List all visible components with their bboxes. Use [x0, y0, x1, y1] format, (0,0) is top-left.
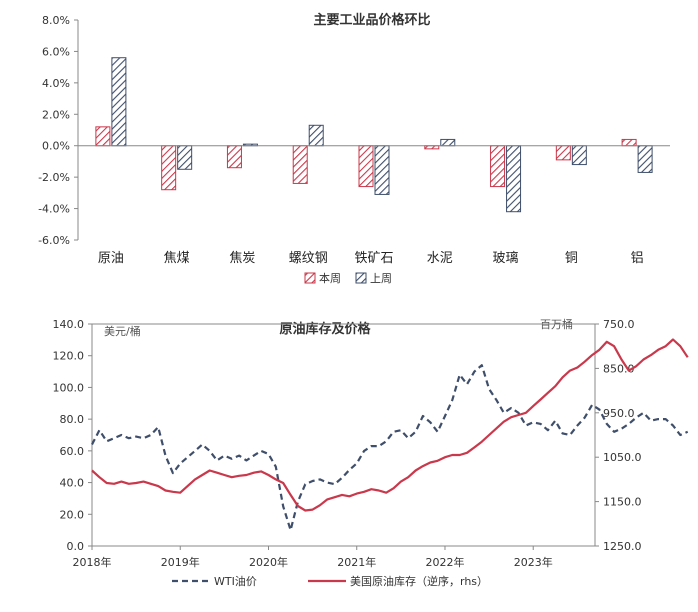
bar-legend: 本周 上周: [304, 271, 392, 285]
bar-this-week: [226, 145, 242, 169]
line-chart-title: 原油库存及价格: [279, 321, 371, 337]
legend-swatch-this-week: [304, 272, 316, 284]
bar-last-week: [637, 145, 653, 173]
left-y-tick-label: 0.0: [67, 540, 85, 553]
legend-item-last-week: 上周: [355, 272, 392, 285]
bar-category-label: 玻璃: [493, 251, 519, 266]
bar-y-axis: -6.0% -4.0% -2.0% 0.0% 2.0% 4.0% 6.0% 8.0%: [38, 14, 78, 247]
left-y-tick-label: 140.0: [53, 318, 85, 331]
legend-item-wti: WTI油价: [172, 574, 257, 588]
legend-item-inventory: 美国原油库存（逆序，rhs）: [308, 574, 488, 588]
bar-y-tick-label: 4.0%: [42, 77, 70, 90]
bar-this-week: [555, 145, 571, 161]
bar-category-label: 铝: [631, 251, 644, 266]
bar-y-tick-label: -2.0%: [38, 171, 70, 184]
left-y-tick-label: 20.0: [60, 508, 85, 521]
legend-label-inventory: 美国原油库存（逆序，rhs）: [350, 574, 488, 588]
bar-y-tick-label: 2.0%: [42, 108, 70, 121]
bar-category-label: 原油: [98, 251, 124, 266]
bar-this-week: [292, 145, 308, 184]
bar-this-week: [490, 145, 506, 188]
bar-this-week: [358, 145, 374, 188]
bar-category-label: 铜: [565, 251, 578, 266]
bar-category-label: 铁矿石: [354, 251, 393, 266]
right-y-tick-label: 1150.0: [603, 496, 642, 509]
legend-label-last-week: 上周: [370, 272, 392, 285]
line-x-tick-label: 2022年: [425, 555, 464, 569]
line-chart: 原油库存及价格 美元/桶 百万桶 0.020.040.060.080.0100.…: [53, 317, 689, 588]
legend-item-this-week: 本周: [304, 271, 341, 285]
bar-last-week: [177, 145, 193, 170]
bar-last-week: [440, 138, 456, 147]
left-y-tick-label: 100.0: [53, 381, 85, 394]
bar-y-tick-label: -4.0%: [38, 203, 70, 216]
bar-this-week: [161, 145, 177, 191]
left-y-axis: 0.0 20.0 40.0 60.0 80.0 100.0 120.0 140.0: [53, 318, 92, 553]
legend-swatch-last-week: [355, 272, 367, 284]
line-x-tick-label: 2021年: [337, 555, 376, 569]
line-x-axis: 2018年 2019年 2020年 2021年 2022年 2023年: [73, 546, 553, 569]
left-y-tick-label: 80.0: [60, 413, 85, 426]
legend-label-this-week: 本周: [319, 271, 341, 285]
bar-category-label: 焦炭: [229, 251, 255, 266]
right-y-tick-label: 750.0: [603, 318, 635, 331]
line-series: [91, 338, 689, 532]
left-axis-unit: 美元/桶: [104, 324, 141, 338]
bar-x-axis: 原油 焦煤 焦炭 螺纹钢 铁矿石 水泥 玻璃 铜 铝: [98, 251, 644, 266]
bar-y-tick-label: 0.0%: [42, 140, 70, 153]
bar-last-week: [571, 145, 587, 166]
bar-series: [95, 57, 653, 213]
bar-chart-title: 主要工业品价格环比: [313, 12, 430, 28]
right-y-tick-label: 1250.0: [603, 540, 642, 553]
line-x-tick-label: 2018年: [73, 555, 112, 569]
left-y-tick-label: 60.0: [60, 445, 85, 458]
series-line-inventory: [91, 338, 689, 512]
bar-category-label: 水泥: [427, 251, 453, 266]
right-y-tick-label: 1050.0: [603, 451, 642, 464]
bar-category-label: 螺纹钢: [289, 251, 328, 266]
right-y-tick-label: 950.0: [603, 407, 635, 420]
bar-y-tick-label: 8.0%: [42, 14, 70, 27]
line-legend: WTI油价 美国原油库存（逆序，rhs）: [172, 574, 488, 588]
line-plot-frame: [91, 323, 596, 547]
bar-y-tick-label: 6.0%: [42, 45, 70, 58]
line-x-tick-label: 2023年: [514, 555, 553, 569]
line-x-tick-label: 2019年: [161, 555, 200, 569]
series-line-wti: [91, 364, 689, 532]
bar-y-tick-label: -6.0%: [38, 234, 70, 247]
legend-label-wti: WTI油价: [214, 574, 257, 588]
bar-chart: 主要工业品价格环比 -6.0% -4.0% -2.0% 0.0% 2.0% 4.0% 6.0…: [38, 12, 670, 285]
bar-last-week: [308, 124, 324, 147]
bar-this-week: [621, 138, 637, 147]
left-y-tick-label: 40.0: [60, 477, 85, 490]
bar-last-week: [374, 145, 390, 195]
left-y-tick-label: 120.0: [53, 350, 85, 363]
bar-last-week: [506, 145, 522, 213]
bar-this-week: [95, 126, 111, 147]
bar-category-label: 焦煤: [164, 251, 190, 266]
bar-last-week: [111, 57, 127, 147]
line-x-tick-label: 2020年: [249, 555, 288, 569]
